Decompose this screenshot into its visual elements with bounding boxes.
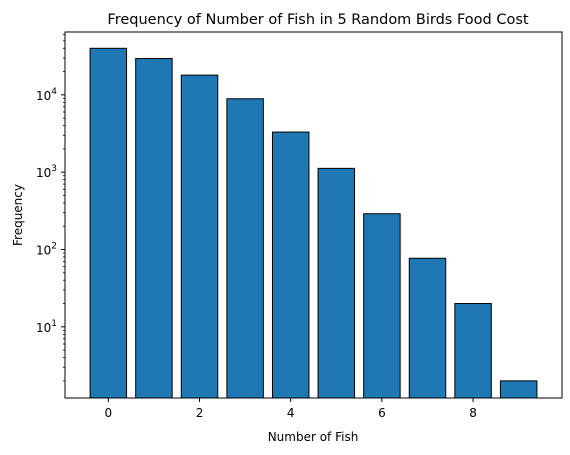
bar-2: [180, 74, 219, 399]
bar-4: [271, 131, 310, 399]
x-tick-label: 4: [287, 406, 295, 420]
x-tick-label: 8: [469, 406, 477, 420]
bar-7: [408, 257, 447, 399]
plot-frame: [64, 31, 563, 399]
chart-title: Frequency of Number of Fish in 5 Random …: [107, 12, 528, 28]
y-tick-label: 102: [36, 241, 57, 257]
x-tick-label: 6: [378, 406, 386, 420]
bar-8: [454, 303, 492, 399]
bar-5: [317, 167, 356, 399]
x-axis-ticks: 0 2 4 6 8: [104, 398, 477, 420]
bars-group: [89, 47, 538, 399]
x-axis-label: Number of Fish: [268, 430, 359, 444]
y-axis-label: Frequency: [11, 184, 25, 246]
y-tick-label: 104: [36, 87, 57, 103]
y-tick-label: 103: [36, 164, 57, 180]
y-axis-ticks: 101 102 103 104: [36, 34, 65, 382]
bar-0: [89, 47, 128, 399]
bar-3: [226, 98, 264, 399]
x-tick-label: 2: [196, 406, 204, 420]
bar-9: [499, 380, 538, 399]
bar-6: [363, 213, 401, 399]
y-tick-label: 101: [36, 319, 57, 335]
bar-1: [135, 58, 173, 399]
x-tick-label: 0: [104, 406, 112, 420]
